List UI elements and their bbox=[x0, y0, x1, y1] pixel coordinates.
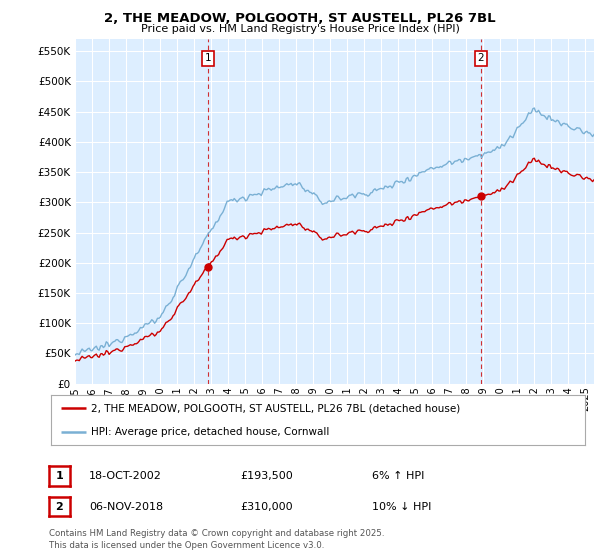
Text: Contains HM Land Registry data © Crown copyright and database right 2025.
This d: Contains HM Land Registry data © Crown c… bbox=[49, 529, 385, 550]
Text: 2: 2 bbox=[478, 53, 484, 63]
Text: Price paid vs. HM Land Registry's House Price Index (HPI): Price paid vs. HM Land Registry's House … bbox=[140, 24, 460, 34]
Text: 6% ↑ HPI: 6% ↑ HPI bbox=[372, 471, 424, 481]
Text: £193,500: £193,500 bbox=[240, 471, 293, 481]
Text: 2, THE MEADOW, POLGOOTH, ST AUSTELL, PL26 7BL (detached house): 2, THE MEADOW, POLGOOTH, ST AUSTELL, PL2… bbox=[91, 403, 460, 413]
Text: 1: 1 bbox=[205, 53, 211, 63]
Text: 18-OCT-2002: 18-OCT-2002 bbox=[89, 471, 161, 481]
Text: 10% ↓ HPI: 10% ↓ HPI bbox=[372, 502, 431, 512]
Text: 2, THE MEADOW, POLGOOTH, ST AUSTELL, PL26 7BL: 2, THE MEADOW, POLGOOTH, ST AUSTELL, PL2… bbox=[104, 12, 496, 25]
Text: HPI: Average price, detached house, Cornwall: HPI: Average price, detached house, Corn… bbox=[91, 427, 329, 437]
Text: 2: 2 bbox=[56, 502, 63, 512]
Text: £310,000: £310,000 bbox=[240, 502, 293, 512]
Text: 1: 1 bbox=[56, 471, 63, 481]
Text: 06-NOV-2018: 06-NOV-2018 bbox=[89, 502, 163, 512]
